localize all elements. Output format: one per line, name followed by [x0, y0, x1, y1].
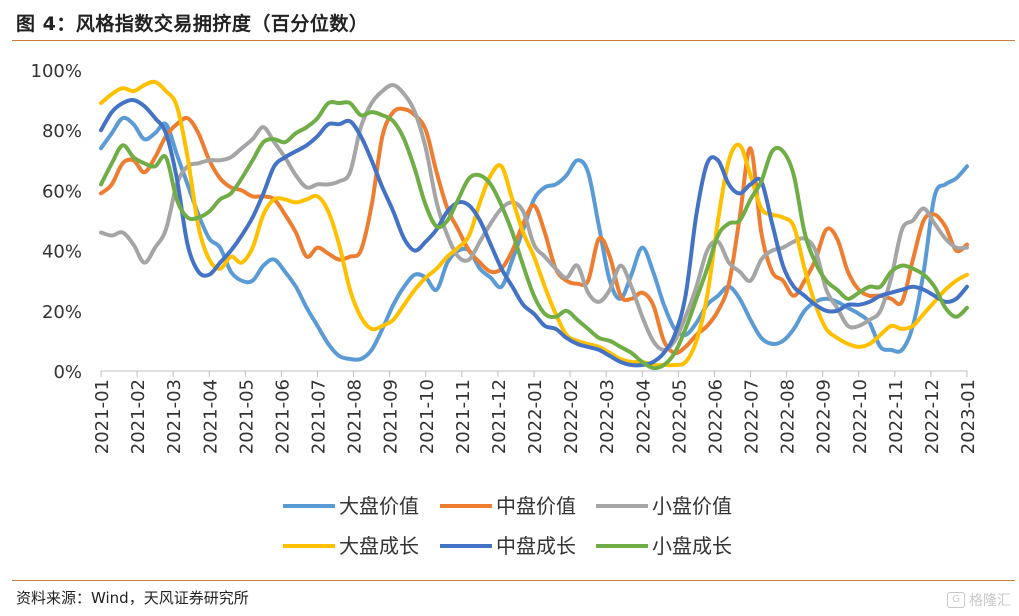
x-tick-label: 2021-07: [309, 379, 330, 454]
x-tick-label: 2022-11: [886, 379, 907, 454]
legend-label: 中盘价值: [496, 494, 576, 518]
y-axis: 0% 20% 40% 60% 80% 100%: [31, 61, 82, 383]
x-tick-label: 2022-08: [778, 379, 799, 454]
watermark-text: 格隆汇: [969, 593, 1011, 609]
legend-label: 大盘成长: [339, 534, 419, 558]
x-tick-label: 2021-02: [128, 379, 149, 454]
series-line-2: [99, 106, 969, 356]
legend-label: 大盘价值: [339, 494, 419, 518]
line-chart: 0% 20% 40% 60% 80% 100% 2021-01 2021-02 2021-03…: [31, 61, 979, 558]
watermark: G 格隆汇: [947, 590, 1011, 610]
x-tick-label: 2022-03: [597, 379, 618, 454]
y-tick-label: 100%: [31, 61, 82, 82]
x-tick-label: 2022-04: [633, 379, 654, 454]
x-tick-label: 2021-08: [345, 379, 366, 454]
series-line-6: [99, 100, 969, 371]
y-tick-label: 0%: [53, 362, 82, 383]
x-tick-label: 2021-06: [272, 379, 293, 454]
legend-label: 小盘成长: [652, 534, 732, 558]
x-tick-label: 2022-01: [525, 379, 546, 454]
x-axis: 2021-01 2021-02 2021-03 2021-04 2021-05 2021-…: [92, 370, 979, 454]
x-tick-label: 2023-01: [958, 379, 979, 454]
series-line-1: [99, 115, 969, 362]
source-note: 资料来源：Wind，天风证券研究所: [16, 589, 249, 607]
x-tick-label: 2021-05: [236, 379, 257, 454]
y-tick-label: 60%: [42, 181, 82, 202]
x-tick-label: 2021-03: [164, 379, 185, 454]
legend-label: 中盘成长: [496, 534, 576, 558]
series-line-5: [99, 98, 969, 368]
x-tick-label: 2021-10: [417, 379, 438, 454]
series-line-4: [99, 79, 969, 368]
legend-label: 小盘价值: [652, 494, 732, 518]
watermark-logo-icon: G: [947, 592, 965, 608]
x-tick-label: 2022-09: [814, 379, 835, 454]
x-tick-label: 2022-07: [742, 379, 763, 454]
x-tick-label: 2022-12: [922, 379, 943, 454]
y-tick-label: 20%: [42, 302, 82, 323]
figure-title: 图 4：风格指数交易拥挤度（百分位数）: [16, 13, 369, 35]
source-divider: [12, 580, 1015, 581]
x-tick-label: 2021-11: [453, 379, 474, 454]
plot-lines: [99, 79, 969, 371]
x-tick-label: 2021-12: [489, 379, 510, 454]
x-tick-label: 2022-05: [669, 379, 690, 454]
title-divider: [12, 40, 1015, 41]
y-tick-label: 40%: [42, 242, 82, 263]
x-tick-label: 2022-06: [705, 379, 726, 454]
x-tick-label: 2021-01: [92, 379, 113, 454]
x-tick-label: 2021-09: [381, 379, 402, 454]
x-tick-label: 2022-02: [561, 379, 582, 454]
x-tick-label: 2021-04: [200, 379, 221, 454]
y-tick-label: 80%: [42, 121, 82, 142]
x-tick-label: 2022-10: [850, 379, 871, 454]
